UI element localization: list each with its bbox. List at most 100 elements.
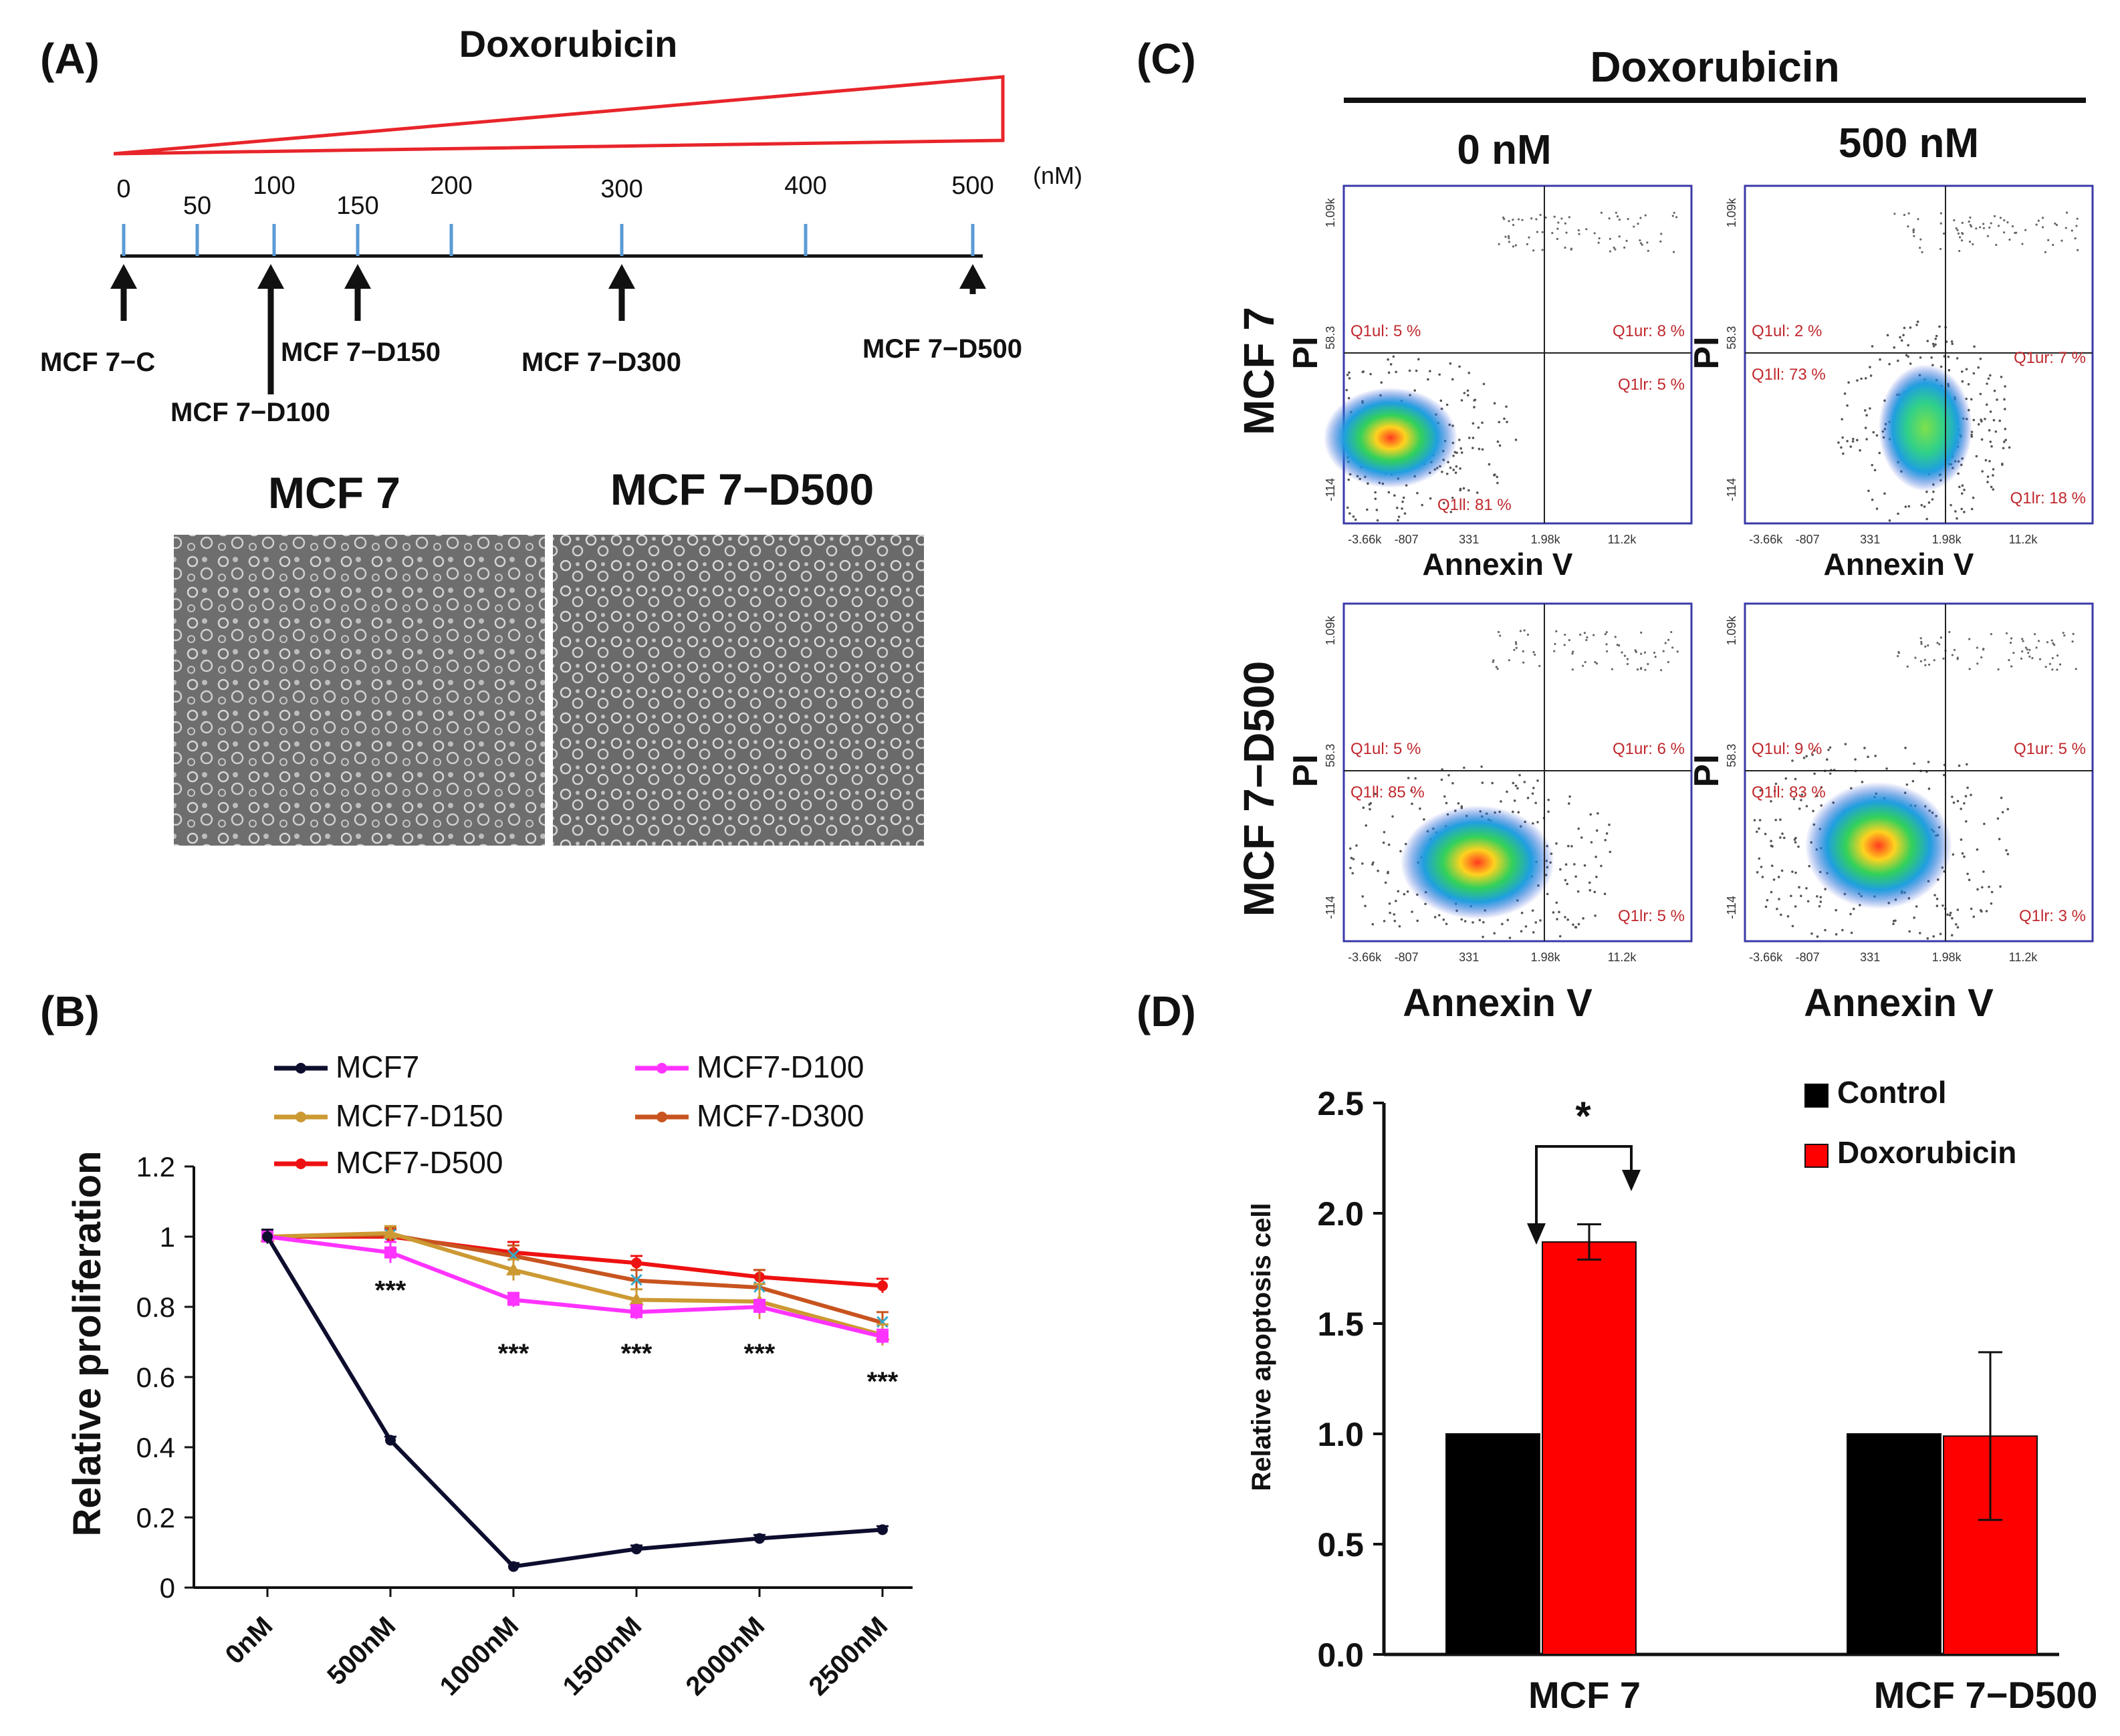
flow-event — [1348, 371, 1350, 374]
flow-event — [1460, 451, 1463, 454]
flow-event — [1513, 648, 1516, 651]
flow-event — [1982, 870, 1985, 873]
flow-event — [1497, 630, 1500, 634]
flow-event — [1954, 922, 1958, 926]
flow-event — [1972, 496, 1975, 499]
flow-event — [1904, 747, 1907, 749]
flow-event — [1568, 639, 1570, 642]
chart-b-point: ✕ — [628, 1270, 644, 1292]
flow-event — [1346, 506, 1349, 509]
flow-event — [1604, 632, 1607, 636]
flow-event — [1565, 231, 1568, 234]
flow-plot: Q1ul: 5 % Q1ur: 6 % Q1ll: 85 % Q1lr: 5 % -3.… — [1286, 602, 1693, 1025]
flow-event — [1634, 649, 1637, 652]
flow-event — [1554, 642, 1556, 645]
chart-b-x-tick-label: 1000nM — [434, 1611, 524, 1701]
flow-event — [1968, 220, 1970, 223]
flow-event — [1774, 818, 1777, 822]
flow-y-tick: 58.3 — [1324, 326, 1337, 350]
flow-event — [1869, 366, 1871, 369]
flow-event — [1534, 801, 1537, 804]
flow-event — [1348, 847, 1352, 850]
flow-event — [1471, 437, 1475, 439]
flow-event — [1429, 497, 1432, 500]
flow-event — [1913, 916, 1915, 919]
flow-event — [1512, 219, 1514, 221]
quadrant-label-ur: Q1ur: 8 % — [1613, 322, 1685, 340]
flow-event — [1893, 346, 1896, 349]
flow-event — [2008, 446, 2011, 449]
flow-event — [1553, 215, 1556, 218]
flow-event — [2003, 398, 2006, 401]
flow-event — [1939, 247, 1942, 251]
flow-event — [1536, 231, 1539, 233]
flow-event — [1996, 817, 2000, 820]
quadrant-label-ll: Q1ll: 85 % — [1350, 783, 1425, 801]
flow-event — [1951, 795, 1954, 798]
chart-d-bar-Control — [1847, 1433, 1941, 1655]
chart-b-line-MCF7-D150 — [267, 1231, 883, 1337]
flow-event — [1983, 822, 1986, 826]
flow-event — [2031, 656, 2034, 660]
flow-event — [2033, 633, 2036, 636]
flow-event — [1759, 789, 1762, 792]
flow-event — [1391, 815, 1394, 818]
chart-b-y-tick-label: 0 — [160, 1572, 175, 1604]
flow-event — [1568, 795, 1571, 798]
flow-event — [2051, 668, 2054, 671]
flow-event — [1594, 914, 1597, 917]
flow-x-tick: 11.2k — [1608, 951, 1637, 964]
flow-event — [1457, 439, 1461, 441]
flow-event — [1919, 660, 1922, 662]
flow-event — [1980, 420, 1983, 423]
flow-event — [1566, 882, 1568, 886]
flow-event — [1998, 838, 2001, 841]
flow-event — [1512, 245, 1515, 248]
flow-event — [1794, 841, 1797, 844]
flow-event — [1948, 369, 1951, 372]
flow-event — [1946, 913, 1949, 916]
flow-event — [1810, 932, 1813, 935]
flow-event — [1981, 886, 1984, 889]
flow-event — [1541, 231, 1544, 233]
flow-event — [1449, 511, 1453, 513]
flow-event — [2052, 642, 2054, 644]
flow-event — [1819, 900, 1822, 903]
row-mcf7-d500: MCF 7−D500 — [1235, 661, 1283, 916]
flow-event — [1941, 904, 1944, 907]
flow-event — [2006, 808, 2010, 811]
flow-event — [1463, 920, 1467, 922]
flow-y-tick: 1.09k — [1725, 615, 1738, 645]
flow-event — [1948, 630, 1951, 634]
flow-event — [1917, 218, 1919, 221]
flow-event — [1906, 665, 1909, 668]
flow-event — [1574, 926, 1577, 928]
flow-event — [1442, 918, 1445, 921]
flow-event — [1427, 378, 1429, 381]
flow-event — [1784, 777, 1788, 780]
flow-event — [1640, 631, 1643, 634]
flow-event — [1403, 892, 1406, 896]
flow-event — [1885, 767, 1888, 770]
flow-event — [1423, 818, 1425, 821]
flow-event — [1495, 666, 1498, 668]
flow-event — [1970, 793, 1972, 796]
flow-x-tick: 331 — [1459, 951, 1479, 964]
flow-event — [1921, 251, 1923, 253]
flow-event — [1837, 441, 1840, 444]
flow-event — [1932, 345, 1935, 348]
flow-event — [1514, 641, 1518, 644]
flow-event — [2008, 238, 2011, 241]
flow-x-tick: 331 — [1860, 951, 1880, 964]
flow-event — [2056, 668, 2058, 671]
chart-d-bar-Control — [1445, 1433, 1540, 1655]
flow-event — [1463, 766, 1465, 769]
flow-event — [2055, 223, 2058, 227]
flow-event — [1973, 345, 1976, 348]
chart-d-bar-Doxorubicin — [1542, 1241, 1637, 1655]
flow-event — [1850, 931, 1853, 935]
flow-event — [1990, 902, 1993, 905]
flow-event — [1513, 799, 1516, 802]
flow-event — [1571, 668, 1574, 671]
flow-event — [1350, 856, 1353, 860]
